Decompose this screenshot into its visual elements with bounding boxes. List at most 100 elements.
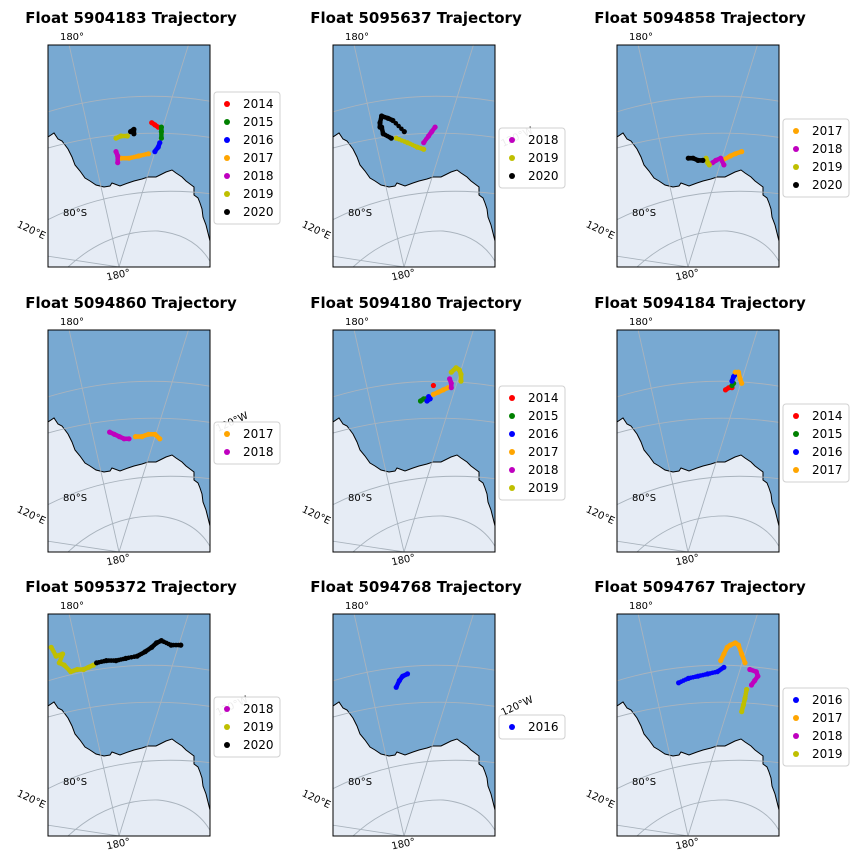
parallel-gridline [48,417,210,434]
legend-label: 2019 [528,151,559,165]
legend-marker [224,431,230,437]
trajectory-point [721,162,727,168]
map-panel: Float 5094860 Trajectory 180° 180° 120°E 80°… [15,294,281,569]
legend-label: 2016 [528,427,559,441]
legend-marker [224,173,230,179]
map-frame [47,613,211,837]
trajectory-point [158,135,164,141]
legend: 2016 2017 2018 2019 [782,687,850,767]
legend-frame [213,696,281,758]
legend-frame [213,421,281,465]
legend-label: 2015 [812,427,843,441]
trajectory-point [430,382,436,389]
map-area [617,614,779,836]
meridian-gridline [403,614,474,836]
parallel-gridline [333,664,495,682]
parallel-gridline [617,701,779,718]
legend-label: 2016 [243,133,274,147]
lon-label-left: 120°E [300,788,332,811]
antarctica-coastline [333,417,495,552]
lon-label-left: 120°E [15,788,47,811]
legend-label: 2017 [243,151,274,165]
lat-label: 80°S [348,493,372,504]
antarctica-coastline [617,701,779,836]
lon-label-bottom: 180° [391,837,417,853]
legend-label: 2019 [812,160,843,174]
trajectory-point [448,385,454,391]
map-frame [47,44,211,268]
map-area [333,330,495,552]
legend-marker [509,395,515,401]
parallel-gridline [333,759,495,790]
panel-title: Float 5094858 Trajectory [594,9,806,27]
trajectory-point [742,660,748,666]
legend-marker [224,724,230,730]
legend-marker [224,209,230,215]
legend-marker [793,467,799,473]
panel-title: Float 5094180 Trajectory [310,294,522,312]
lon-label-bottom: 180° [675,268,701,284]
legend-label: 2018 [812,142,843,156]
map-panel: Float 5094180 Trajectory 180° 180° 120°E 80°… [300,294,566,568]
lat-label: 80°S [348,777,372,788]
legend-label: 2016 [528,720,559,734]
legend-marker [224,191,230,197]
trajectory-point [404,671,411,677]
lon-label-bottom: 180° [106,268,132,284]
meridian-gridline [637,45,689,267]
meridian-gridline [353,45,405,267]
meridian-gridline [333,255,405,267]
trajectory-point [393,135,399,141]
legend-label: 2017 [528,445,559,459]
meridian-gridline [333,540,405,552]
parallel-gridline [333,701,495,718]
lon-label-left: 120°E [300,219,332,242]
parallel-gridline [67,515,210,552]
legend-label: 2019 [812,747,843,761]
legend-marker [224,137,230,143]
panel-title: Float 5094767 Trajectory [594,578,806,596]
map-area [48,45,210,267]
lat-label: 80°S [348,208,372,219]
antarctica-coastline [48,417,210,552]
legend-label: 2018 [528,463,559,477]
trajectory-point [458,378,464,384]
parallel-gridline [48,380,210,398]
lon-label-top: 180° [60,32,84,43]
legend-frame [782,403,850,483]
lat-label: 80°S [632,208,656,219]
parallel-gridline [636,799,779,836]
lon-label-left: 120°E [15,504,47,527]
map-frame [332,613,496,837]
legend-label: 2019 [528,481,559,495]
parallel-gridline [67,230,210,267]
legend-marker [509,467,515,473]
legend-marker [793,182,799,188]
map-area [333,45,495,267]
parallel-gridline [636,515,779,552]
meridian-gridline [333,824,405,836]
parallel-gridline [333,475,495,506]
lon-label-bottom: 180° [106,553,132,569]
trajectory-point [706,162,712,168]
parallel-gridline [617,132,779,149]
panel-title: Float 5094768 Trajectory [310,578,522,596]
meridian-gridline [687,614,758,836]
legend-label: 2016 [812,445,843,459]
lon-label-bottom: 180° [675,553,701,569]
legend-marker [509,137,515,143]
legend-frame [498,385,566,501]
legend-label: 2018 [243,445,274,459]
lat-label: 80°S [63,208,87,219]
legend-label: 2020 [243,738,274,752]
map-area [333,614,495,836]
legend-marker [793,733,799,739]
map-panel: Float 5095372 Trajectory 180° 180° 120°E 80°… [15,578,281,852]
parallel-gridline [617,417,779,434]
map-panel: Float 5095637 Trajectory 180° 180° 120°E 80°… [300,9,566,283]
map-frame [616,44,780,268]
map-area [48,614,210,836]
meridian-gridline [68,330,120,552]
legend-marker [509,485,515,491]
legend-label: 2019 [243,720,274,734]
